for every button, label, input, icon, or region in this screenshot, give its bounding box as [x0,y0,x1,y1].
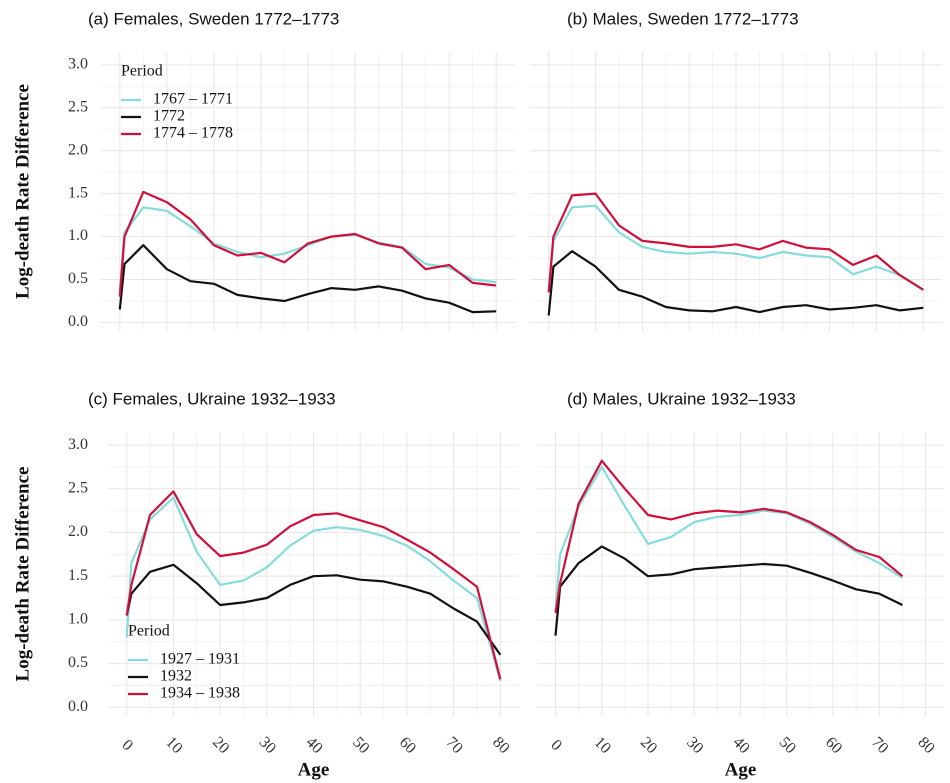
legend-label: 1927 – 1931 [160,651,240,668]
series-line [554,459,904,614]
y-tick-label: 2.5 [68,479,88,496]
y-tick-label: 1.0 [68,611,88,628]
series-line [125,490,502,680]
series-line [125,563,502,656]
y-tick-label: 1.0 [68,227,88,244]
x-tick-label: 10 [591,734,614,757]
x-tick-label: 0 [547,737,565,755]
y-tick-label: 1.5 [68,184,88,201]
series-line [547,250,924,316]
x-tick-label: 60 [396,734,419,757]
x-tick-label: 80 [489,734,512,757]
y-tick-label: 2.0 [68,523,88,540]
series-line [118,244,497,314]
series-line [554,465,903,612]
y-tick-label: 0.0 [68,313,88,330]
series-line [118,206,497,291]
x-axis-label: Age [725,759,757,780]
x-tick-label: 50 [776,734,799,757]
series-line [554,545,903,636]
legend-label: 1772 [153,108,185,125]
series-line [125,496,502,682]
x-tick-label: 80 [914,734,937,757]
series-line [118,190,497,297]
x-tick-label: 20 [637,734,660,757]
x-tick-label: 70 [868,734,891,757]
panel-title: (d) Males, Ukraine 1932–1933 [567,389,796,408]
x-tick-label: 0 [118,737,136,755]
legend-title: Period [128,623,170,640]
panel-title: (a) Females, Sweden 1772–1773 [88,9,339,28]
legend-label: 1934 – 1938 [160,685,240,702]
y-tick-label: 0.5 [68,270,88,287]
y-axis-label: Log-death Rate Difference [12,84,33,299]
legend-label: 1767 – 1771 [153,91,233,108]
x-tick-label: 30 [683,734,706,757]
legend-title: Period [121,63,163,80]
y-tick-label: 2.5 [68,98,88,115]
y-tick-label: 2.0 [68,141,88,158]
y-tick-label: 0.5 [68,654,88,671]
x-tick-label: 10 [162,734,185,757]
y-tick-label: 3.0 [68,436,88,453]
panel-title: (b) Males, Sweden 1772–1773 [567,9,799,28]
y-tick-label: 0.0 [68,698,88,715]
panel-title: (c) Females, Ukraine 1932–1933 [88,389,336,408]
x-tick-label: 60 [822,734,845,757]
legend-label: 1774 – 1778 [153,125,233,142]
series-line [547,192,924,293]
y-axis-label: Log-death Rate Difference [12,467,33,682]
x-axis-label: Age [298,759,330,780]
x-tick-label: 40 [302,734,325,757]
series-line [547,204,924,293]
x-tick-label: 40 [729,734,752,757]
x-tick-label: 30 [256,734,279,757]
x-tick-label: 20 [209,734,232,757]
x-tick-label: 70 [443,734,466,757]
y-tick-label: 1.5 [68,567,88,584]
legend-label: 1932 [160,668,192,685]
x-tick-label: 50 [349,734,372,757]
y-tick-label: 3.0 [68,56,88,73]
